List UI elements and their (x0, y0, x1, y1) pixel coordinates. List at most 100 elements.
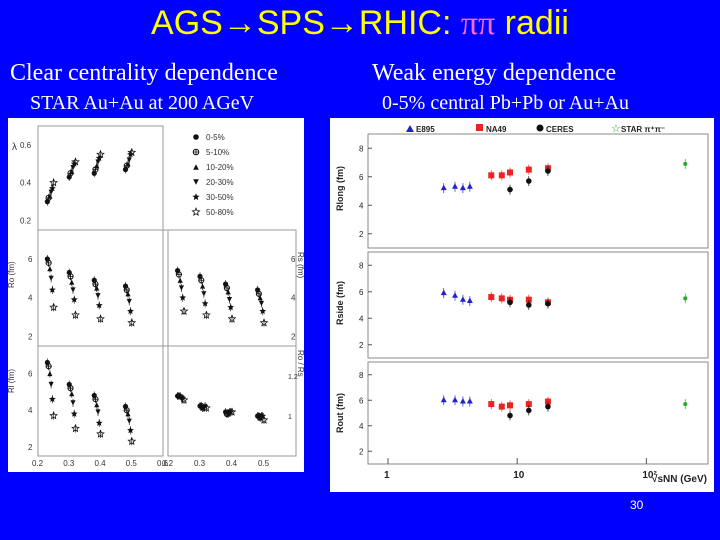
rors-point-5-1 (202, 403, 211, 412)
rs-point-1-1 (198, 277, 205, 284)
lambda-point-4-2 (95, 154, 103, 162)
lambda-point-2-0 (47, 193, 53, 199)
legend-marker-4-shape (192, 193, 200, 201)
Rside-tick-0: 8 (359, 261, 364, 270)
x-axis-label: √sNN (GeV) (652, 474, 707, 485)
legend-label-1: NA49 (486, 125, 507, 134)
rs-point-3-1-shape (201, 291, 207, 297)
rl-point-4-2-shape (95, 419, 103, 426)
ro-point-3-2 (95, 293, 101, 299)
lambda-point-5-1 (71, 157, 80, 166)
rs-point-3-3-shape (258, 300, 265, 307)
rors-point-5-0 (179, 395, 189, 404)
legend-marker-0-shape (193, 134, 199, 140)
ro-point-5-1 (71, 310, 80, 319)
rl-point-5-1-shape (71, 423, 80, 433)
Rlong-point-1-0 (488, 172, 495, 179)
rs-point-2-3 (257, 295, 263, 301)
lambda-tick-1: 0.4 (20, 179, 32, 188)
ro-point-2-1-shape (69, 279, 75, 285)
lambda-tick-0: 0.6 (20, 141, 32, 150)
title-prefix: AGS→SPS→RHIC: (151, 4, 461, 42)
ro-point-1-2-cross (92, 281, 99, 287)
rors-point-4-0-shape (179, 394, 187, 401)
Rout-tick-0: 8 (359, 371, 364, 380)
rl-point-4-2 (95, 419, 103, 426)
legend-label-3: STAR π⁺π⁻ (621, 125, 665, 134)
rs-point-2-1 (199, 283, 206, 289)
ro-point-1-0 (45, 259, 52, 266)
rs-point-4-3 (259, 307, 267, 315)
Rout-point-0-2 (459, 398, 466, 404)
lambda-point-4-1 (70, 160, 78, 167)
lambda-point-3-3 (126, 157, 132, 163)
rs-point-3-0 (178, 285, 185, 291)
rl-point-3-0 (48, 381, 54, 388)
Rside-frame (367, 251, 709, 359)
Rout-point-2-1 (526, 407, 532, 414)
rs-point-1-3-cross (256, 291, 262, 297)
ro-point-1-1-cross (67, 273, 74, 279)
energy-chart-panel: E895 NA49 CERES ☆ STAR π⁺π⁻ 8 6 4 2 Rlong (fm) 8 6 4… (330, 118, 714, 492)
legend-marker-2-shape (193, 164, 199, 170)
ro-point-3-1 (70, 287, 76, 293)
ro-point-4-2-shape (95, 301, 103, 309)
rors-axis-label: Ro / Rs (296, 350, 304, 377)
x-tick-left-2: 0.4 (95, 459, 107, 468)
rl-point-1-3 (123, 407, 130, 414)
ro-point-5-0 (49, 302, 58, 312)
rs-point-5-2-shape (227, 314, 237, 323)
rl-point-3-3 (126, 418, 132, 424)
rl-point-5-0 (49, 411, 58, 420)
lambda-point-5-3-shape (127, 147, 137, 157)
rl-point-4-0 (49, 395, 56, 403)
Rside-tick-2: 4 (359, 314, 364, 323)
rl-point-2-1 (69, 391, 75, 397)
ro-point-1-3-cross (124, 287, 130, 293)
x-tick-2: 10² (642, 470, 657, 481)
ro-point-2-3 (125, 291, 131, 297)
legend-marker-star: ☆ (611, 123, 621, 135)
Rout-point-1-3 (525, 401, 532, 408)
rors-tick-1: 1 (288, 414, 292, 421)
rors-tick-0: 1.2 (288, 374, 298, 381)
Rout-tick-3: 2 (359, 447, 364, 456)
ro-point-5-0-shape (49, 302, 58, 312)
rl-point-5-3 (127, 436, 137, 446)
ro-point-4-1 (70, 296, 78, 303)
legend-marker-4 (192, 193, 200, 201)
ro-point-5-3 (127, 318, 137, 327)
ro-point-4-3 (127, 307, 134, 315)
lambda-point-5-2 (96, 149, 105, 159)
rors-point-4-0 (179, 394, 187, 401)
Rlong-point-3-0 (683, 161, 688, 166)
rl-point-4-3-shape (127, 426, 134, 434)
centrality-chart: 0.6 0.4 0.2 6 6 6 4 4 4 2 2 2 1.2 1 λ Ro (fm) Rs (fm) Ro … (8, 125, 304, 468)
rs-point-5-2 (227, 314, 237, 323)
Rlong-point-0-1 (451, 183, 458, 189)
rs-point-3-2-shape (226, 297, 233, 303)
legend-label-1: 5-10% (206, 148, 229, 157)
Rlong-tick-1: 6 (359, 173, 364, 182)
rors-point-4-2-shape (227, 408, 235, 415)
left-frame-a (37, 125, 164, 457)
Rlong-point-0-0 (440, 184, 447, 191)
x-tick-right-2: 0.4 (226, 459, 238, 468)
rs-tick-1: 4 (291, 294, 296, 303)
lambda-point-5-3 (127, 147, 137, 157)
Rlong-tick-2: 4 (359, 201, 364, 210)
lambda-point-2-1-shape (69, 168, 75, 174)
rl-point-3-1 (70, 400, 76, 406)
ro-tick-0: 6 (28, 255, 33, 264)
Rout-point-1-0 (488, 401, 495, 408)
ro-point-2-2 (94, 285, 100, 291)
Rlong-tick-0: 8 (359, 144, 364, 153)
x-tick-left-1: 0.3 (63, 459, 75, 468)
Rlong-axis-label: Rlong (fm) (335, 166, 345, 211)
lambda-point-2-3-shape (125, 161, 131, 167)
ro-point-3-0 (48, 275, 54, 281)
ro-point-1-0-cross (46, 260, 52, 266)
ro-point-2-0 (47, 266, 53, 272)
rl-point-1-1 (67, 385, 74, 392)
rs-point-4-2 (227, 303, 235, 311)
